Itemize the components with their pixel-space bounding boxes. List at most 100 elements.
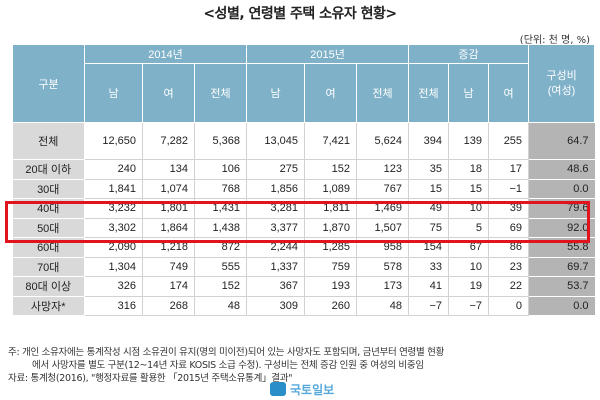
watermark: 국토일보 xyxy=(270,380,390,398)
table-cell: 17 xyxy=(488,159,530,180)
table-cell: 3,232 xyxy=(84,198,143,219)
table-cell: 22 xyxy=(488,276,530,297)
share-cell: 55.8 xyxy=(528,237,595,258)
table-cell: 1,218 xyxy=(142,237,195,258)
table-row: 60대 2,090 1,218 872 2,244 1,285 958 154 67 86 55.8 xyxy=(12,237,595,258)
table-cell: 2,244 xyxy=(246,237,306,258)
table-cell: 152 xyxy=(304,159,358,180)
share-header: 구성비 (여성) xyxy=(528,44,596,123)
page-title: <성별, 연령별 주택 소유자 현황> xyxy=(203,6,397,22)
table-cell: 1,285 xyxy=(304,237,358,258)
table-cell: 1,870 xyxy=(304,218,358,238)
table-cell: 1,841 xyxy=(84,179,143,199)
table-cell: 23 xyxy=(488,257,530,277)
share-header-label: 구성비 (여성) xyxy=(546,69,577,97)
table-cell: 316 xyxy=(84,296,143,316)
share-cell: 64.7 xyxy=(528,122,595,160)
table-cell: 1,304 xyxy=(84,257,143,277)
source-line: 자료: 통계청(2016), "행정자료를 활용한 「2015년 주택소유통계」… xyxy=(8,373,293,384)
row-label: 20대 이하 xyxy=(12,159,85,180)
table-row: 30대 1,841 1,074 768 1,856 1,089 767 15 15 −1 0.0 xyxy=(12,179,595,199)
share-cell: 0.0 xyxy=(528,296,595,316)
table-row: 50대 3,302 1,864 1,438 3,377 1,870 1,507 75 5 69 92… xyxy=(12,218,595,238)
footnotes: 주: 개인 소유자에는 통계작성 시점 소유권이 유지(명의 미이전)되어 있는… xyxy=(8,346,598,385)
table-cell: 152 xyxy=(194,276,248,297)
table-cell: 48 xyxy=(356,296,410,316)
table-cell: 1,074 xyxy=(142,179,195,199)
subheader-0: 남 xyxy=(84,63,143,123)
table-cell: 19 xyxy=(448,276,490,297)
share-cell: 0.0 xyxy=(528,179,595,199)
table-cell: 12,650 xyxy=(84,122,143,160)
header-row-years: 구분 2014년 2015년 증감 구성비 (여성) xyxy=(12,44,596,123)
table-cell: 3,302 xyxy=(84,218,143,238)
watermark-logo-icon xyxy=(270,382,286,396)
table-cell: 39 xyxy=(488,198,530,219)
table-cell: 3,281 xyxy=(246,198,306,219)
table-cell: −7 xyxy=(448,296,490,316)
table-cell: 67 xyxy=(448,237,490,258)
subheader-4: 여 xyxy=(304,63,358,123)
table-cell: 275 xyxy=(246,159,306,180)
table-cell: 255 xyxy=(488,122,530,160)
table-cell: 15 xyxy=(448,179,490,199)
table-row: 사망자* 316 268 48 309 260 48 −7 −7 0 0.0 xyxy=(12,296,595,316)
table-cell: 154 xyxy=(408,237,450,258)
table-cell: 7,282 xyxy=(142,122,195,160)
row-label: 40대 xyxy=(12,198,85,219)
table-cell: 1,507 xyxy=(356,218,410,238)
table-cell: 13,045 xyxy=(246,122,306,160)
row-label: 사망자* xyxy=(12,296,85,316)
table-cell: 193 xyxy=(304,276,358,297)
table-cell: 367 xyxy=(246,276,306,297)
table-cell: 260 xyxy=(304,296,358,316)
table-cell: 749 xyxy=(142,257,195,277)
table-cell: 768 xyxy=(194,179,248,199)
subheader-6: 전체 xyxy=(408,63,450,123)
owner-status-table: 구분 2014년 2015년 증감 구성비 (여성) 남 여 전체 남 여 전체 전체 남 여 전… xyxy=(12,44,596,316)
table-row: 20대 이하 240 134 106 275 152 123 35 18 17 48.6 xyxy=(12,159,595,180)
table-cell: 394 xyxy=(408,122,450,160)
table-body: 전체 12,650 7,282 5,368 13,045 7,421 5,624 394 139… xyxy=(12,122,595,316)
table-cell: 33 xyxy=(408,257,450,277)
table-cell: 123 xyxy=(356,159,410,180)
table-cell: 2,090 xyxy=(84,237,143,258)
subheader-3: 남 xyxy=(246,63,306,123)
table-cell: 1,864 xyxy=(142,218,195,238)
table-cell: 1,811 xyxy=(304,198,358,219)
change-header: 증감 xyxy=(408,44,530,64)
table-cell: 326 xyxy=(84,276,143,297)
table-cell: 7,421 xyxy=(304,122,358,160)
share-cell: 79.6 xyxy=(528,198,595,219)
share-cell: 48.6 xyxy=(528,159,595,180)
table-cell: 69 xyxy=(488,218,530,238)
group-header: 구분 xyxy=(12,44,85,123)
table-cell: 1,469 xyxy=(356,198,410,219)
table-cell: 48 xyxy=(194,296,248,316)
table-cell: 75 xyxy=(408,218,450,238)
table-cell: 5 xyxy=(448,218,490,238)
table-cell: 767 xyxy=(356,179,410,199)
table-cell: 268 xyxy=(142,296,195,316)
row-label: 50대 xyxy=(12,218,85,238)
table-cell: 10 xyxy=(448,257,490,277)
table-cell: −7 xyxy=(408,296,450,316)
row-label: 전체 xyxy=(12,122,85,160)
row-label: 60대 xyxy=(12,237,85,258)
table-cell: 555 xyxy=(194,257,248,277)
table-cell: 106 xyxy=(194,159,248,180)
table-cell: 1,337 xyxy=(246,257,306,277)
table-row: 전체 12,650 7,282 5,368 13,045 7,421 5,624 394 139… xyxy=(12,122,595,160)
share-cell: 53.7 xyxy=(528,276,595,297)
table-row: 70대 1,304 749 555 1,337 759 578 33 10 23 69.7 xyxy=(12,257,595,277)
header-row-sub: 남 여 전체 남 여 전체 전체 남 여 xyxy=(13,63,595,123)
row-label: 80대 이상 xyxy=(12,276,85,297)
table-cell: 15 xyxy=(408,179,450,199)
watermark-text: 국토일보 xyxy=(290,382,335,397)
row-label: 30대 xyxy=(12,179,85,199)
table-cell: 578 xyxy=(356,257,410,277)
table-cell: 5,368 xyxy=(194,122,248,160)
unit-label: (단위: 천 명, %) xyxy=(519,35,590,46)
table-cell: 759 xyxy=(304,257,358,277)
table-cell: 1,089 xyxy=(304,179,358,199)
